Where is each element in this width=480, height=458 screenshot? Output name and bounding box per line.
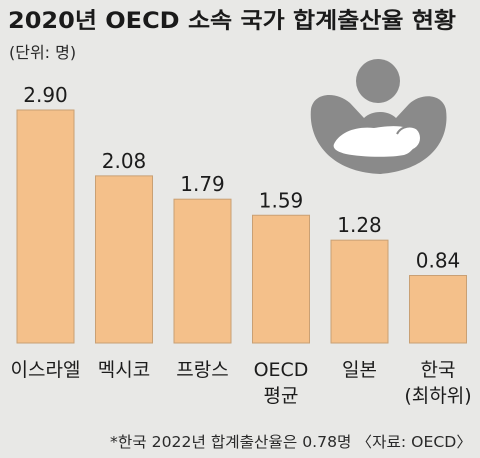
category-label: 이스라엘 [11,359,81,381]
unit-label: (단위: 명) [9,43,76,62]
footnote: *한국 2022년 합계출산율은 0.78명 〈자료: OECD〉 [110,433,472,451]
value-label: 2.90 [23,83,68,107]
category-label: 프랑스 [176,359,228,381]
category-label: (최하위) [404,385,471,407]
value-label: 1.28 [337,213,382,237]
category-label: 멕시코 [98,359,150,381]
bar [330,239,389,344]
mother-holding-baby-icon [310,59,447,174]
bar [16,109,75,344]
category-label: 일본 [342,359,377,381]
bar [95,175,153,344]
value-label: 0.84 [416,249,461,273]
bar [409,275,467,344]
value-label: 2.08 [102,149,147,173]
chart-title: 2020년 OECD 소속 국가 합계출산율 현황 [8,8,456,34]
bar [252,214,310,344]
category-label: OECD [254,359,309,381]
bar [173,198,232,344]
category-label: 평균 [264,385,299,407]
category-label: 한국 [421,359,456,381]
value-label: 1.59 [259,188,304,212]
value-label: 1.79 [180,172,225,196]
